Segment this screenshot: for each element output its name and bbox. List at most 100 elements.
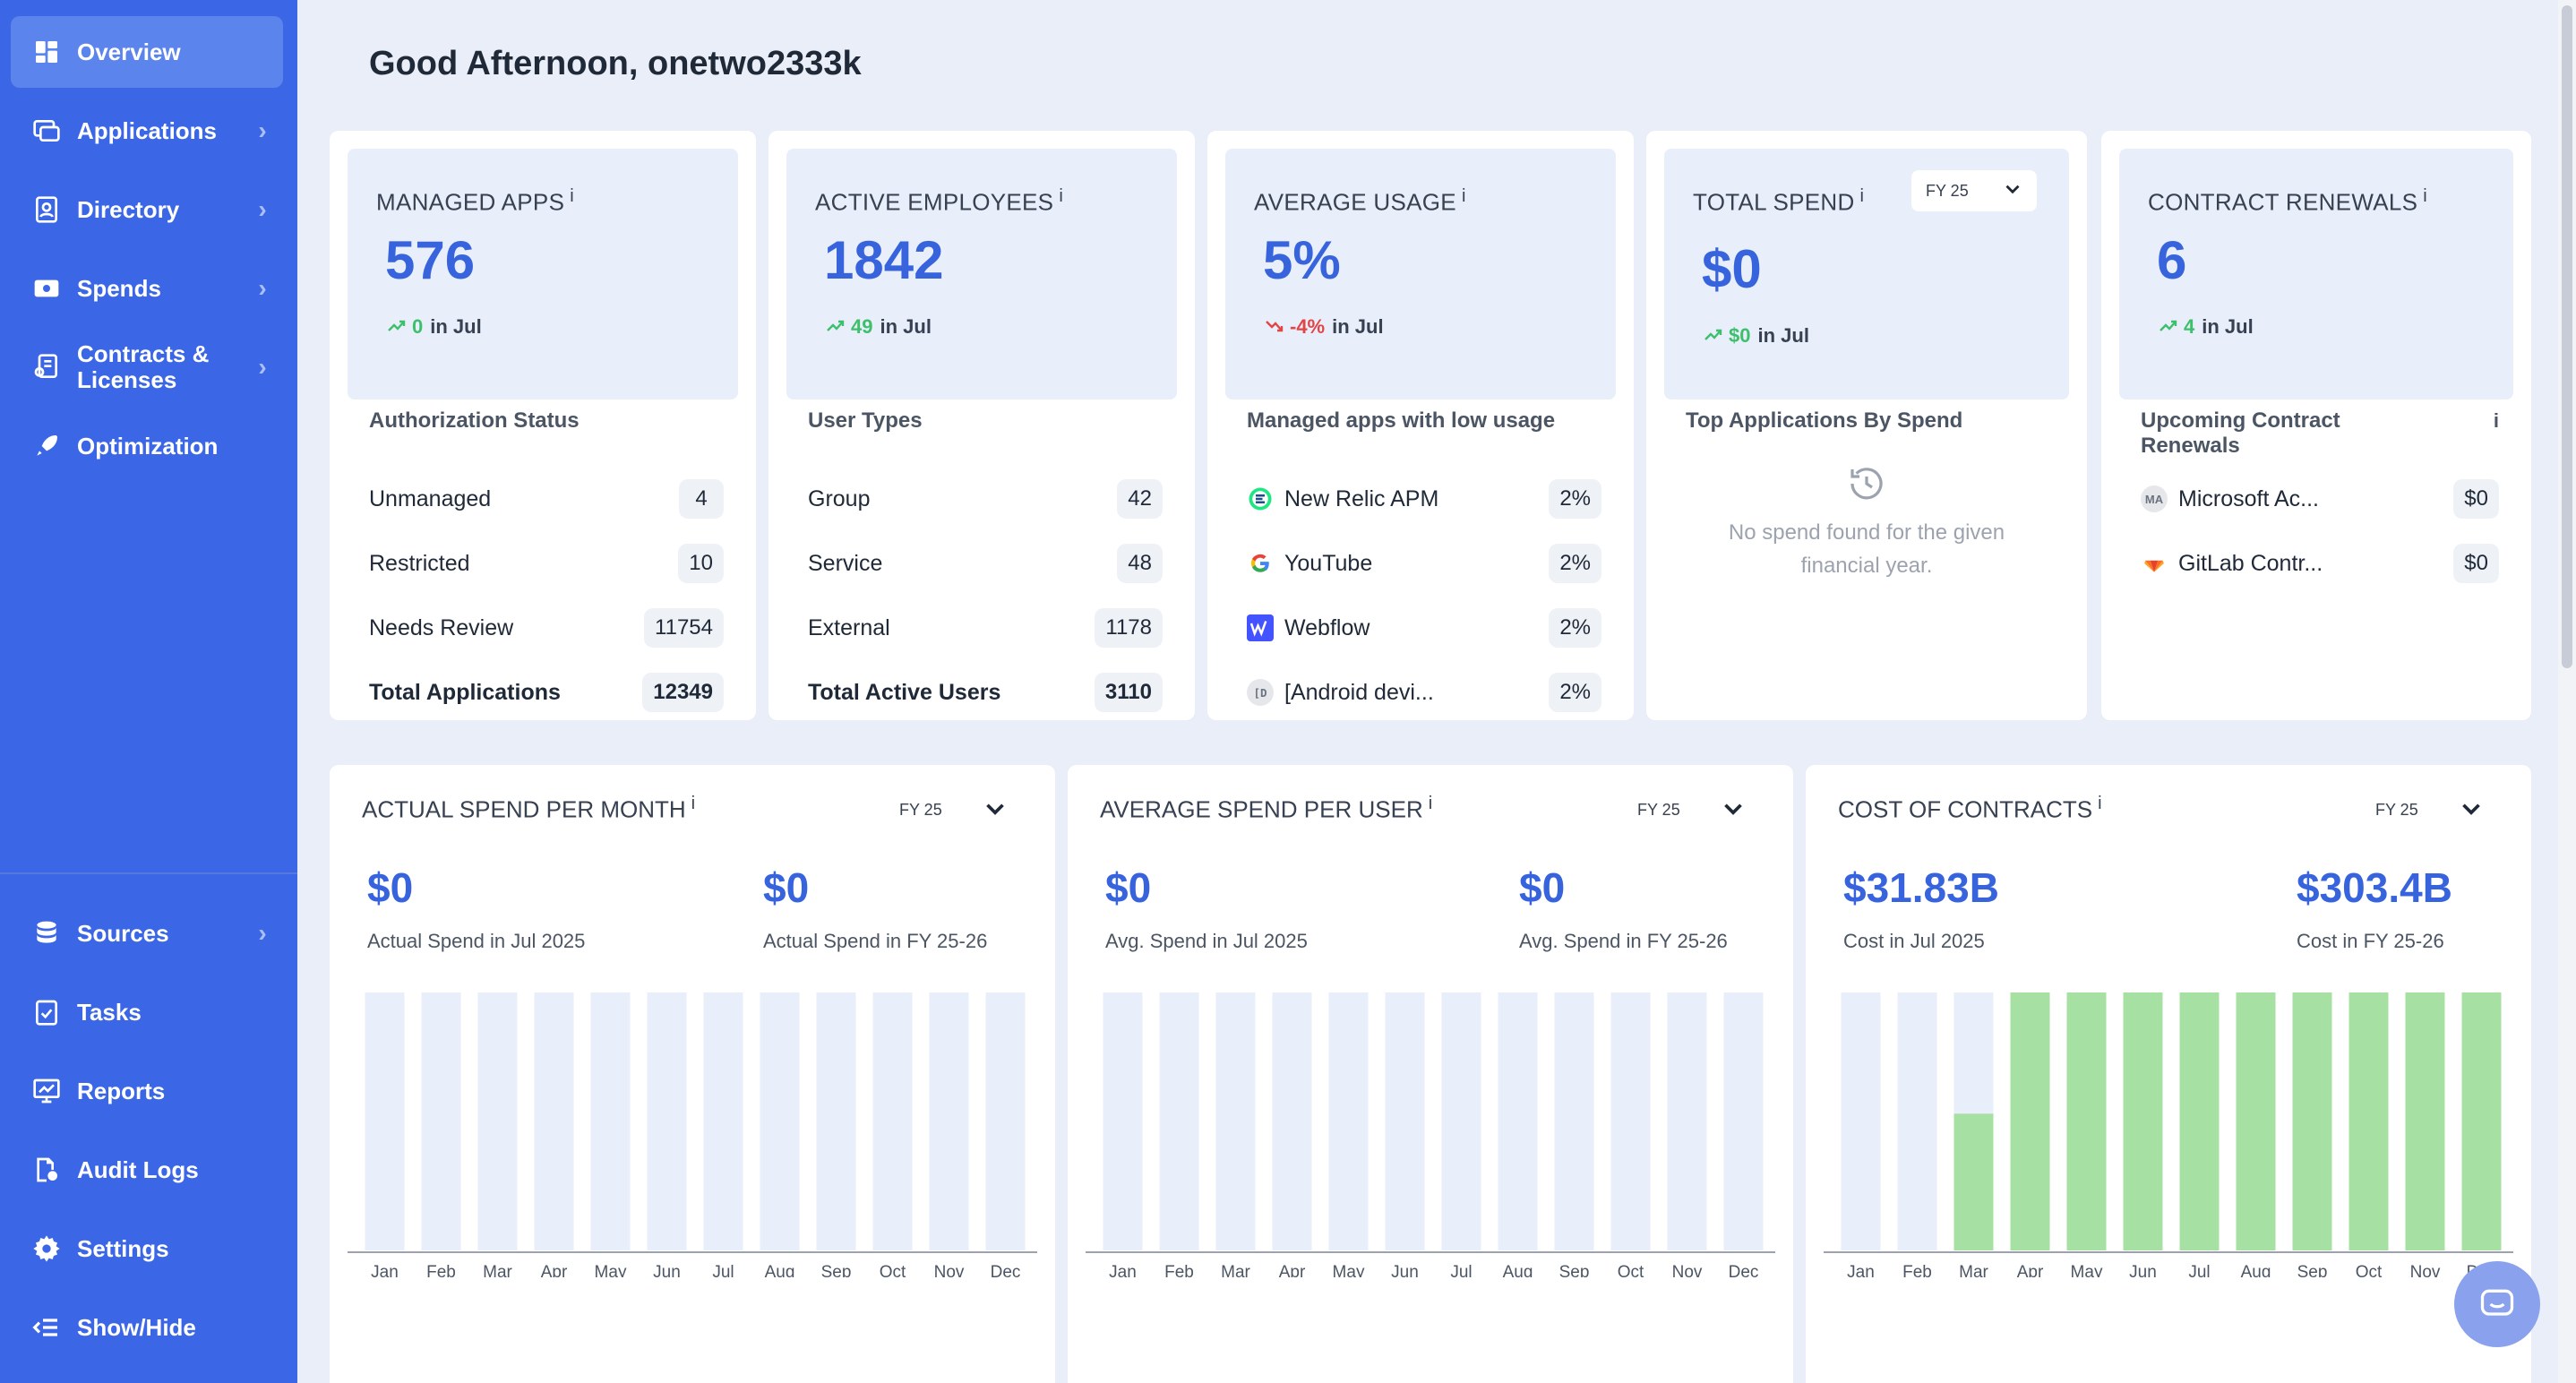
bar-may[interactable] xyxy=(2066,992,2107,1250)
bar-nov[interactable] xyxy=(2405,992,2445,1250)
info-icon[interactable]: i xyxy=(691,794,696,813)
info-icon[interactable]: i xyxy=(570,186,574,206)
bar-track xyxy=(1841,992,1881,1250)
sidebar-item-overview[interactable]: Overview xyxy=(11,16,283,88)
chevron-down-icon[interactable] xyxy=(980,794,1010,829)
list-item[interactable]: [D [Android devi... 2% xyxy=(1247,670,1601,715)
list-item-label: New Relic APM xyxy=(1284,485,1439,511)
bar-track xyxy=(816,992,856,1250)
x-tick-label: Jul xyxy=(2188,1263,2210,1277)
stat-label: Avg. Spend in FY 25-26 xyxy=(1519,930,1728,952)
x-tick-label: Mar xyxy=(1221,1263,1250,1277)
list-item[interactable]: MA Microsoft Ac... $0 xyxy=(2141,477,2499,521)
bar-track xyxy=(1498,992,1538,1250)
bar-dec[interactable] xyxy=(2461,992,2502,1250)
x-tick-label: Mar xyxy=(1959,1263,1988,1277)
sidebar: Overview Applications › Directory › Spends › Co… xyxy=(0,0,297,1383)
sidebar-item-spends[interactable]: Spends › xyxy=(11,253,283,324)
count-badge: 48 xyxy=(1117,544,1163,583)
sidebar-item-optimization[interactable]: Optimization xyxy=(11,410,283,482)
sidebar-item-directory[interactable]: Directory › xyxy=(11,174,283,245)
count-badge: 3110 xyxy=(1094,673,1163,712)
section-title-text: User Types xyxy=(808,408,923,433)
chart-title-text: AVERAGE SPEND PER USER xyxy=(1100,795,1423,823)
info-icon[interactable]: i xyxy=(1428,794,1433,813)
list-item[interactable]: GitLab Contr... $0 xyxy=(2141,541,2499,586)
info-icon[interactable]: i xyxy=(2423,186,2427,206)
count-badge: $0 xyxy=(2453,479,2499,519)
x-tick-label: Jun xyxy=(2129,1263,2157,1277)
list-item[interactable]: New Relic APM 2% xyxy=(1247,477,1601,521)
bar-track xyxy=(1328,992,1369,1250)
trend-down-icon xyxy=(1265,315,1284,338)
sidebar-item-show-hide[interactable]: Show/Hide xyxy=(11,1292,283,1363)
audit-log-icon xyxy=(30,1154,63,1186)
delta-suffix: in Jul xyxy=(2202,315,2254,338)
list-item: Service 48 xyxy=(808,541,1163,586)
sidebar-item-audit-logs[interactable]: Audit Logs xyxy=(11,1134,283,1206)
bar-oct[interactable] xyxy=(2348,992,2389,1250)
list-item: Needs Review 11754 xyxy=(369,606,724,650)
bar-track xyxy=(760,992,800,1250)
fy-select-value[interactable]: FY 25 xyxy=(899,801,942,819)
bar-sep[interactable] xyxy=(2292,992,2332,1250)
list-item-label: Webflow xyxy=(1284,614,1370,640)
x-tick-label: Aug xyxy=(2241,1263,2271,1277)
bar-jun[interactable] xyxy=(2123,992,2163,1250)
bar-jul[interactable] xyxy=(2179,992,2220,1250)
scrollbar-thumb[interactable] xyxy=(2562,5,2572,668)
bar-track xyxy=(872,992,913,1250)
list-item-label-wrap: Service xyxy=(808,551,1117,577)
list-item-label-wrap: New Relic APM xyxy=(1247,485,1549,512)
list-item[interactable]: Webflow 2% xyxy=(1247,606,1601,650)
bar-apr[interactable] xyxy=(2010,992,2050,1250)
sidebar-item-label: Contracts & Licenses xyxy=(77,340,210,393)
sidebar-item-contracts-licenses[interactable]: Contracts & Licenses › xyxy=(11,331,283,403)
kpi-title: MANAGED APPS i xyxy=(376,186,574,217)
sidebar-item-tasks[interactable]: Tasks xyxy=(11,976,283,1048)
x-tick-label: Dec xyxy=(991,1263,1021,1277)
card-total-spend: TOTAL SPEND i $0 $0 in Jul FY 25 Top Applicati… xyxy=(1646,131,2087,720)
sidebar-item-settings[interactable]: Settings xyxy=(11,1213,283,1284)
list-item-label: Total Active Users xyxy=(808,679,1001,705)
fy-select-value[interactable]: FY 25 xyxy=(1637,801,1680,819)
x-tick-label: May xyxy=(595,1263,627,1277)
chart-card-cost-of-contracts: COST OF CONTRACTS i FY 25 $31.83B Cost in Ju… xyxy=(1806,765,2531,1383)
info-icon[interactable]: i xyxy=(1461,186,1466,206)
sidebar-item-reports[interactable]: Reports xyxy=(11,1055,283,1127)
chevron-down-icon[interactable] xyxy=(1718,794,1748,829)
x-tick-label: Sep xyxy=(2297,1263,2328,1277)
info-icon[interactable]: i xyxy=(1859,186,1865,206)
delta-value: $0 xyxy=(1729,324,1751,347)
chart-title: COST OF CONTRACTS i xyxy=(1838,794,2102,824)
clipboard-check-icon xyxy=(30,996,63,1028)
chat-support-button[interactable] xyxy=(2454,1261,2540,1347)
fy-select[interactable]: FY 25 xyxy=(1911,170,2037,211)
bar-aug[interactable] xyxy=(2236,992,2276,1250)
info-icon[interactable]: i xyxy=(2098,794,2102,813)
section-title-text: Authorization Status xyxy=(369,408,580,433)
sidebar-item-label: Settings xyxy=(77,1234,169,1262)
placeholder-app-icon: [D xyxy=(1247,679,1274,706)
list-item[interactable]: YouTube 2% xyxy=(1247,541,1601,586)
bar-track xyxy=(985,992,1026,1250)
chat-icon xyxy=(2480,1289,2514,1316)
sidebar-item-sources[interactable]: Sources › xyxy=(11,898,283,969)
stat-value: $0 xyxy=(1519,864,1566,911)
list-item-label: Needs Review xyxy=(369,614,514,640)
stat-label: Actual Spend in FY 25-26 xyxy=(763,930,988,952)
info-icon[interactable]: i xyxy=(1059,186,1064,206)
sidebar-item-label: Reports xyxy=(77,1077,166,1104)
bar-mar[interactable] xyxy=(1953,1113,1994,1250)
info-icon[interactable]: i xyxy=(2493,409,2499,432)
trend-up-icon xyxy=(387,315,407,338)
chevron-down-icon[interactable] xyxy=(2456,794,2486,829)
sidebar-item-applications[interactable]: Applications › xyxy=(11,95,283,167)
sidebar-item-label: Audit Logs xyxy=(77,1155,199,1183)
fy-select-value[interactable]: FY 25 xyxy=(2375,801,2418,819)
list-item-label-wrap: [D [Android devi... xyxy=(1247,679,1549,706)
bar-track xyxy=(1897,992,1937,1250)
x-tick-label: Jan xyxy=(1109,1263,1137,1277)
count-badge: 2% xyxy=(1549,544,1601,583)
empty-state: No spend found for the given financial y… xyxy=(1689,462,2044,582)
